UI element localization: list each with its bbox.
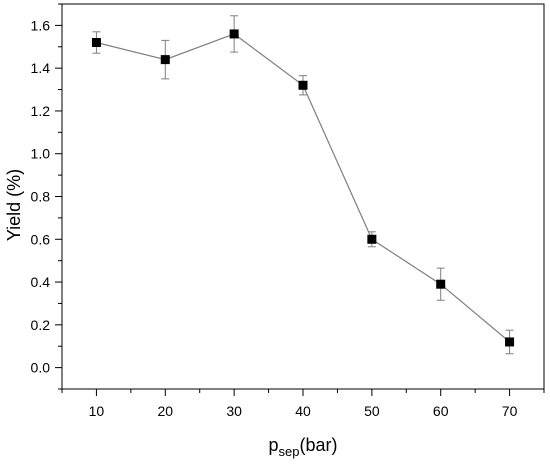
- data-point: [91, 38, 101, 47]
- x-tick-label: 40: [295, 403, 311, 419]
- y-tick-label: 1.0: [31, 146, 51, 162]
- y-axis-title: Yield (%): [4, 169, 24, 241]
- x-tick-label: 50: [364, 403, 380, 419]
- x-axis-title-main: p: [269, 435, 279, 455]
- x-tick-label: 60: [433, 403, 449, 419]
- x-axis-title: psep(bar): [269, 435, 338, 459]
- y-tick-label: 0.2: [31, 317, 51, 333]
- x-tick-label: 10: [89, 403, 105, 419]
- plot-frame: [61, 3, 545, 390]
- y-tick-label: 0.6: [31, 231, 51, 247]
- x-tick-label: 20: [157, 403, 173, 419]
- x-axis-title-subscript: sep: [279, 444, 300, 459]
- data-point: [298, 80, 308, 90]
- data-point: [160, 55, 170, 65]
- y-tick-label: 0.0: [31, 360, 51, 376]
- y-tick-label: 0.4: [31, 274, 51, 290]
- y-tick-label: 1.6: [31, 17, 51, 33]
- axis-ticks: 10 20 30 40 50 60 70 0.0 0.2 0.4 0.6 0.8 1.0 1.2 1.4 1.…: [31, 3, 545, 419]
- y-tick-label: 0.8: [31, 189, 51, 205]
- y-tick-label: 1.2: [31, 103, 51, 119]
- data-point: [436, 279, 446, 289]
- data-point: [367, 234, 377, 244]
- x-tick-label: 30: [226, 403, 242, 419]
- series-layer: [91, 15, 515, 355]
- data-point: [229, 29, 239, 39]
- x-axis-title-tail: (bar): [299, 435, 337, 455]
- data-point: [505, 337, 515, 347]
- x-tick-label: 70: [502, 403, 518, 419]
- y-tick-label: 1.4: [31, 60, 51, 76]
